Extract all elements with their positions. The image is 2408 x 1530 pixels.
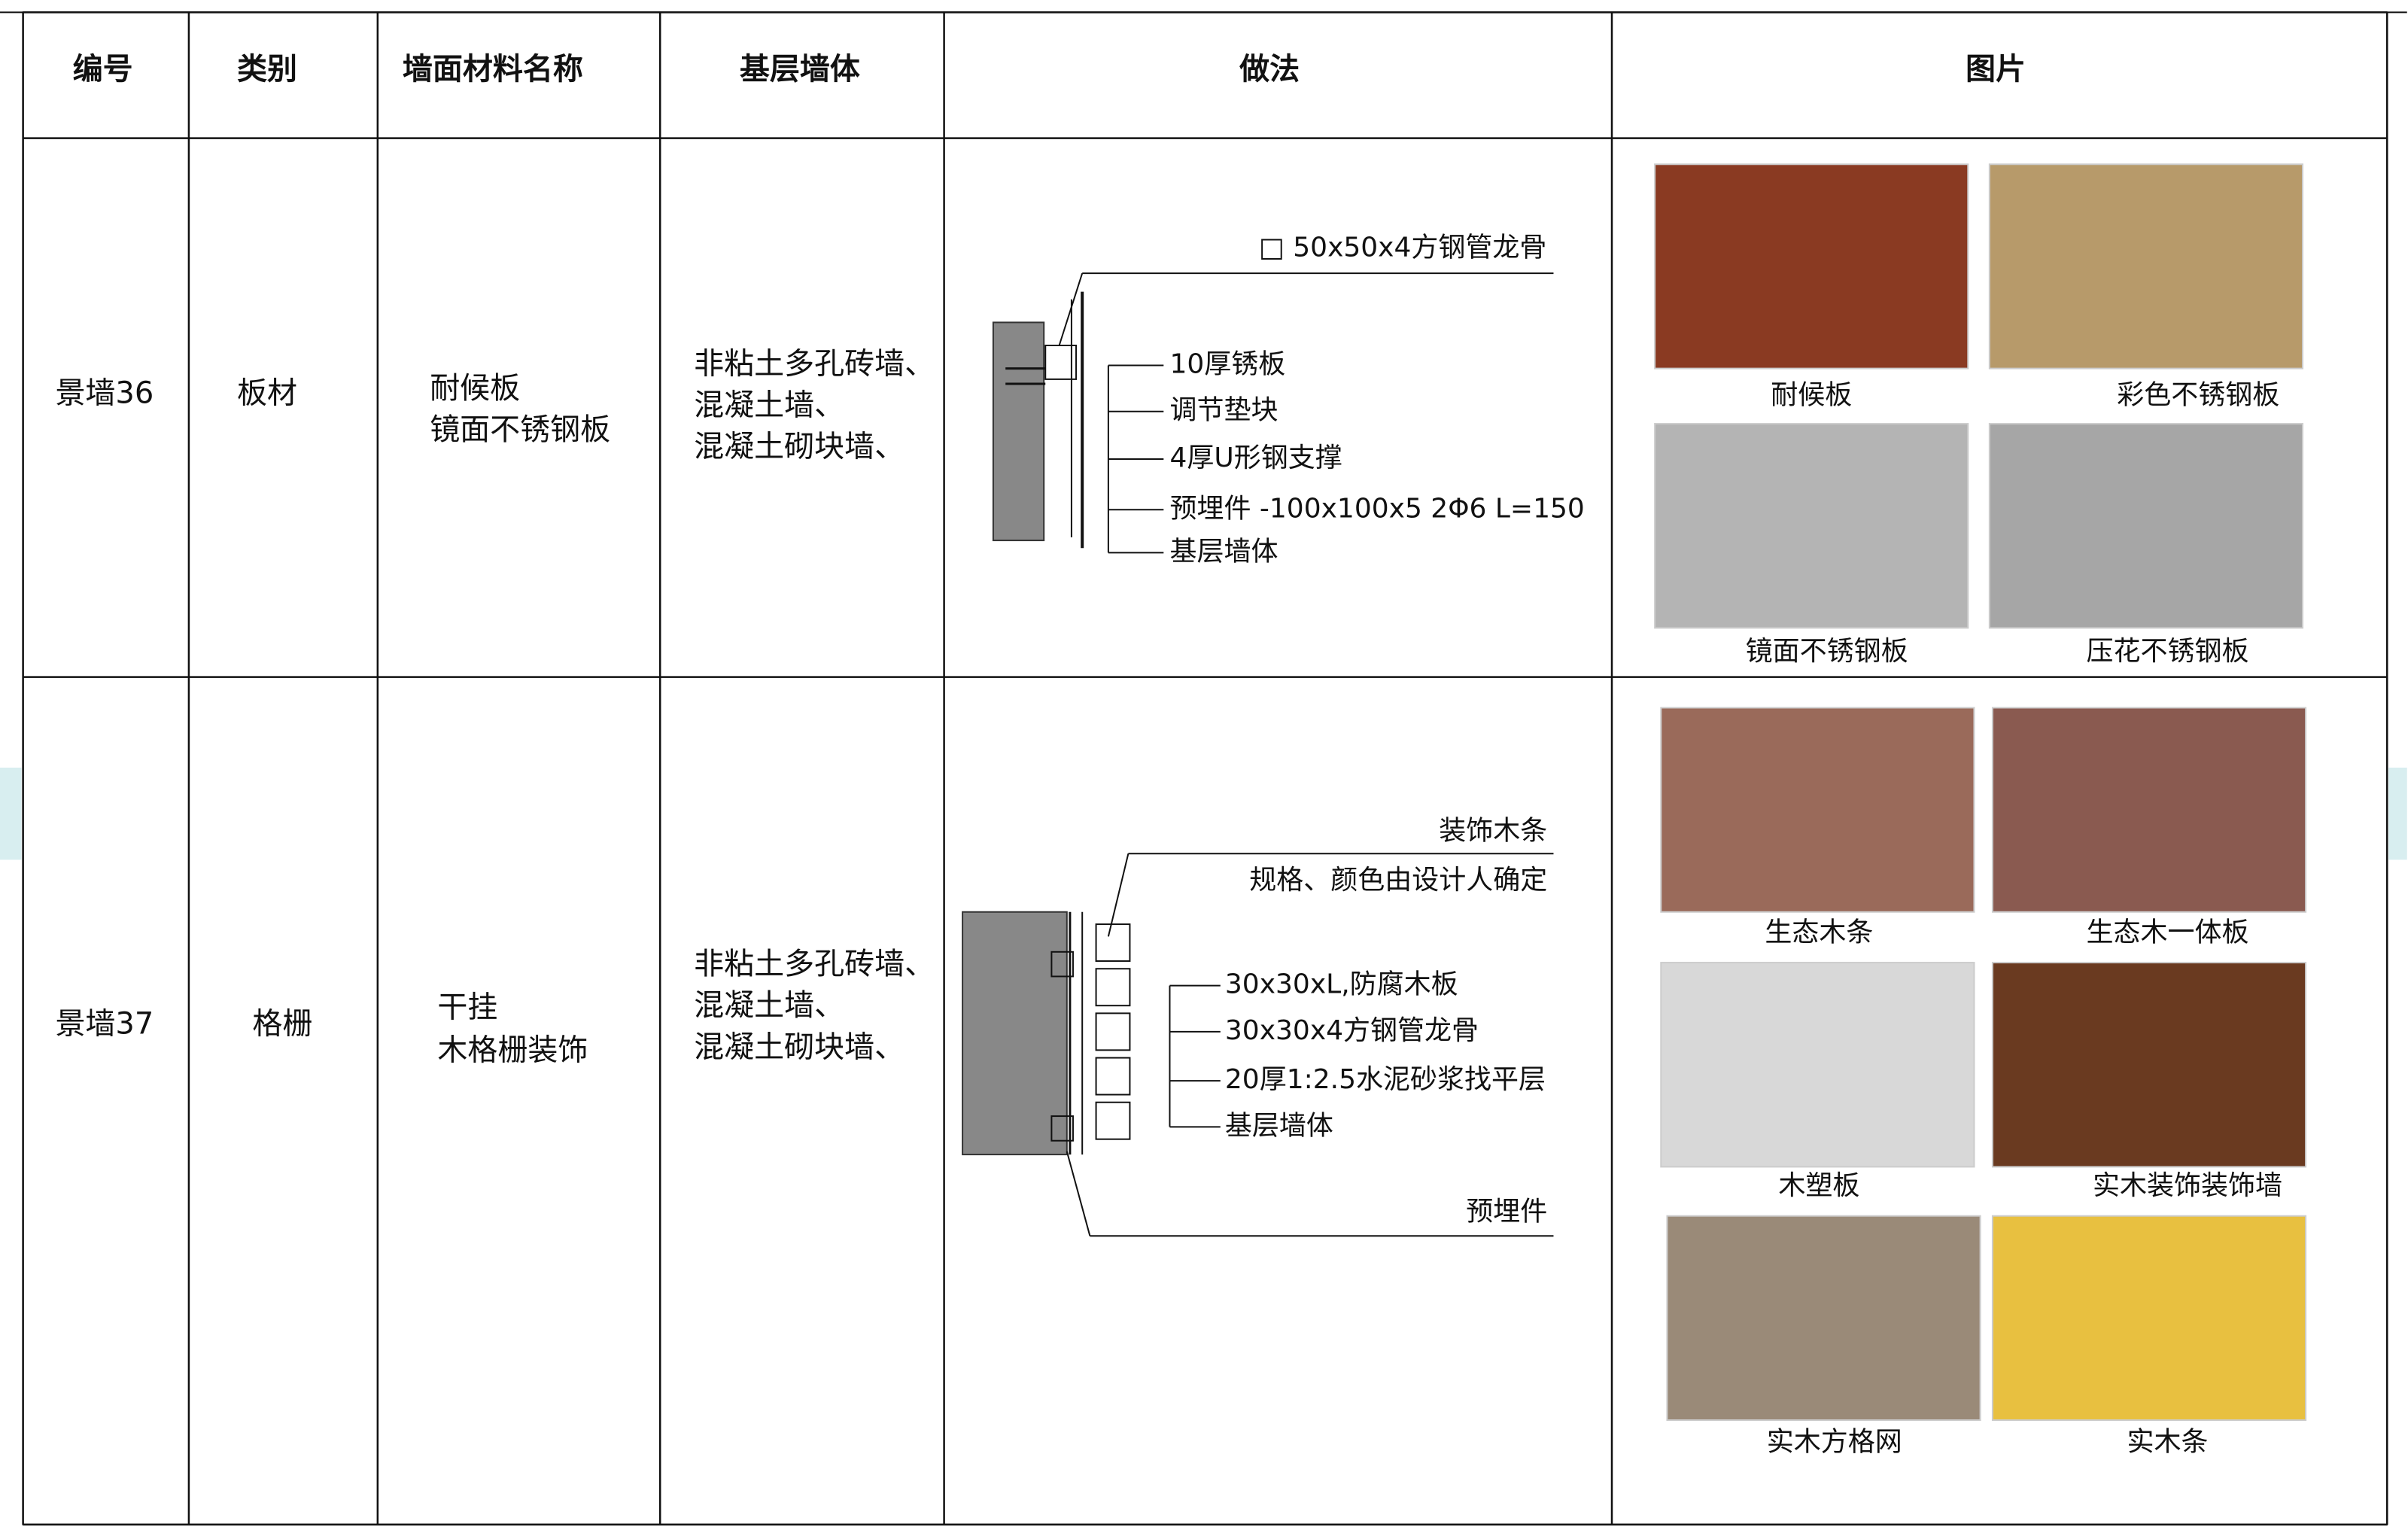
image-caption: 镜面不锈钢板 — [1746, 636, 1908, 667]
photo — [1666, 1215, 1981, 1422]
image-caption: 实木条 — [2127, 1427, 2208, 1458]
image-caption: 实木方格网 — [1767, 1427, 1902, 1458]
line — [1058, 272, 1084, 346]
photo — [1988, 423, 2304, 629]
photo — [1660, 707, 1975, 913]
method-label: 预埋件 — [1466, 1197, 1547, 1227]
material: 干挂 — [437, 990, 497, 1024]
anchor — [1050, 951, 1074, 978]
photo — [1991, 962, 2307, 1168]
anchor — [1050, 1115, 1074, 1142]
header-cell: 做法 — [1239, 52, 1300, 87]
base-wall: 混凝土砌块墙、 — [694, 430, 905, 464]
wood-slat — [1095, 1057, 1131, 1096]
base-wall: 非粘土多孔砖墙、 — [694, 347, 935, 382]
header-cell: 基层墙体 — [740, 52, 860, 87]
method-label: □ 50x50x4方钢管龙骨 — [1259, 232, 1547, 263]
method-label: 装饰木条 — [1439, 816, 1547, 847]
header-cell: 编号 — [73, 52, 133, 87]
image-caption: 耐候板 — [1771, 379, 1852, 410]
header-cell: 墙面材料名称 — [403, 52, 583, 87]
method-label: 30x30xL,防腐木板 — [1225, 969, 1458, 1000]
base-wall: 混凝土砌块墙、 — [694, 1030, 905, 1064]
material: 耐候板 — [430, 371, 520, 406]
line — [1107, 853, 1130, 937]
base-wall: 非粘土多孔砖墙、 — [694, 947, 935, 981]
material: 镜面不锈钢板 — [430, 412, 610, 447]
image-caption: 实木装饰装饰墙 — [2093, 1170, 2282, 1201]
material: 木格栅装饰 — [437, 1033, 588, 1067]
wood-slat — [1095, 1101, 1131, 1140]
photo — [1991, 1215, 2307, 1422]
photo — [1654, 423, 1969, 629]
method-label: 20厚1:2.5水泥砂浆找平层 — [1225, 1064, 1546, 1095]
image-caption: 彩色不锈钢板 — [2117, 379, 2279, 410]
header-cell: 图片 — [1966, 52, 2026, 87]
margin-tab — [0, 768, 22, 860]
wood-slat — [1095, 1012, 1131, 1051]
photo — [1991, 707, 2307, 913]
image-caption: 木塑板 — [1778, 1170, 1859, 1201]
header-cell: 类别 — [237, 52, 297, 87]
base-wall: 混凝土墙、 — [694, 988, 844, 1023]
method-label: 30x30x4方钢管龙骨 — [1225, 1015, 1479, 1046]
photo — [1654, 163, 1969, 370]
row-category: 板材 — [237, 376, 297, 410]
image-caption: 生态木一体板 — [2086, 917, 2248, 948]
method-label: 基层墙体 — [1225, 1110, 1333, 1141]
method-label: 10厚锈板 — [1169, 349, 1285, 380]
margin-tab — [2388, 768, 2407, 860]
method-label: 基层墙体 — [1169, 536, 1278, 567]
bracket — [1044, 345, 1078, 380]
base-wall: 混凝土墙、 — [694, 388, 844, 423]
wood-slat — [1095, 968, 1131, 1007]
method-label: 规格、颜色由设计人确定 — [1249, 865, 1547, 896]
row-number: 景墙36 — [55, 376, 154, 410]
photo — [1660, 962, 1975, 1168]
photo — [1988, 163, 2304, 370]
wood-slat — [1095, 923, 1131, 963]
line — [1066, 1151, 1091, 1236]
wall-section — [992, 321, 1045, 542]
method-label: 调节垫块 — [1169, 395, 1278, 426]
method-label: 预埋件 -100x100x5 2Φ6 L=150 — [1169, 493, 1584, 524]
row-category: 格栅 — [252, 1007, 312, 1042]
image-caption: 生态木条 — [1765, 917, 1873, 948]
image-caption: 压花不锈钢板 — [2086, 636, 2248, 667]
method-label: 4厚U形钢支撑 — [1169, 443, 1342, 473]
row-number: 景墙37 — [55, 1007, 154, 1042]
wall-section — [962, 911, 1068, 1156]
